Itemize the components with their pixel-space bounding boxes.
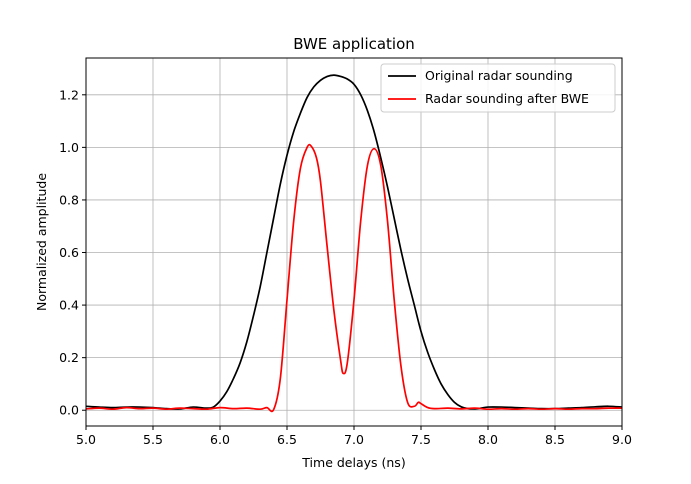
x-tick-label: 5.5 xyxy=(143,432,163,447)
x-axis-label: Time delays (ns) xyxy=(301,455,405,470)
series-line-original xyxy=(85,74,623,410)
x-tick-label: 7.0 xyxy=(344,432,364,447)
x-tick-label: 8.0 xyxy=(478,432,498,447)
x-tick-label: 9.0 xyxy=(612,432,632,447)
x-tick-label: 8.5 xyxy=(545,432,565,447)
y-tick-label: 0.4 xyxy=(59,298,79,313)
y-tick-label: 0.2 xyxy=(59,350,79,365)
y-tick-label: 0.6 xyxy=(59,245,79,260)
series-line-bwe xyxy=(85,143,623,413)
y-tick-label: 1.2 xyxy=(59,87,79,102)
legend-label-bwe: Radar sounding after BWE xyxy=(425,91,589,106)
series-lines xyxy=(85,74,623,413)
legend: Original radar sounding Radar sounding a… xyxy=(380,63,616,113)
y-tick-label: 1.0 xyxy=(59,140,79,155)
y-tick-label: 0.8 xyxy=(59,192,79,207)
x-tick-label: 6.0 xyxy=(210,432,230,447)
y-axis-ticks: 0.0 0.2 0.4 0.6 0.8 1.0 1.2 xyxy=(59,87,86,418)
legend-box xyxy=(380,63,616,113)
x-tick-label: 6.5 xyxy=(277,432,297,447)
x-tick-label: 5.0 xyxy=(76,432,96,447)
x-tick-label: 7.5 xyxy=(411,432,431,447)
chart-title: BWE application xyxy=(293,35,415,53)
y-tick-label: 0.0 xyxy=(59,403,79,418)
x-axis-ticks: 5.0 5.5 6.0 6.5 7.0 7.5 8.0 8.5 9.0 xyxy=(76,426,632,447)
y-axis-label: Normalized amplitude xyxy=(34,173,49,311)
legend-label-original: Original radar sounding xyxy=(425,68,573,83)
